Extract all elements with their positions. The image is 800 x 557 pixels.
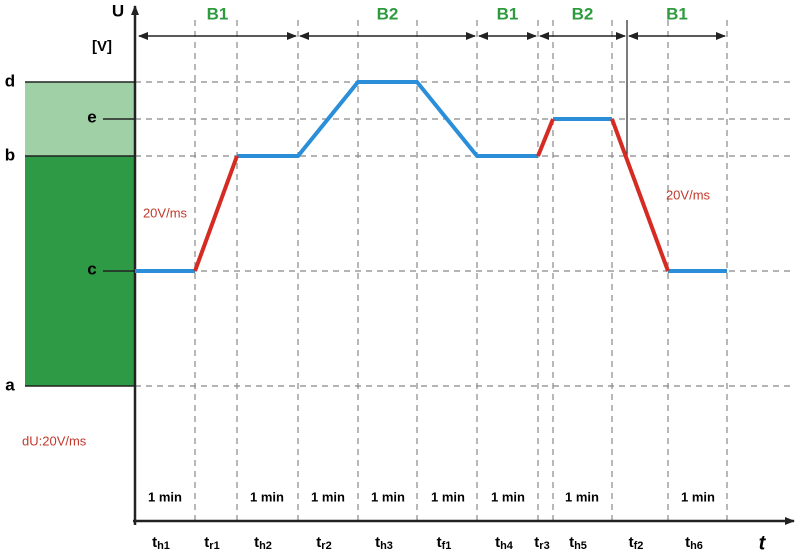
interval-sub: h5 xyxy=(574,540,587,552)
blue-segment xyxy=(237,80,538,158)
level-label: b xyxy=(5,145,15,164)
rate-label: 20V/ms xyxy=(666,187,711,202)
interval-sub: r1 xyxy=(209,540,219,552)
level-label: c xyxy=(87,259,96,278)
red-ramp xyxy=(193,155,239,272)
interval-main: t xyxy=(437,534,442,551)
level-label: d xyxy=(5,71,15,90)
interval-label: th5 xyxy=(569,534,587,552)
interval-main: t xyxy=(204,534,209,551)
duration-label: 1 min xyxy=(565,489,599,504)
duration-label: 1 min xyxy=(681,489,715,504)
level-label: e xyxy=(87,107,96,126)
duration-label: 1 min xyxy=(491,489,525,504)
interval-sub: f2 xyxy=(634,540,644,552)
duration-label: 1 min xyxy=(371,489,405,504)
rate-label: 20V/ms xyxy=(143,205,188,220)
interval-sub: f1 xyxy=(442,540,452,552)
interval-sub: h6 xyxy=(690,540,703,552)
interval-main: t xyxy=(495,534,500,551)
interval-main: t xyxy=(254,534,259,551)
y-unit: [V] xyxy=(92,38,112,55)
interval-sub: h3 xyxy=(380,540,393,552)
interval-label: tr1 xyxy=(204,534,219,552)
interval-main: t xyxy=(316,534,321,551)
red-ramp xyxy=(536,118,555,157)
interval-label: th3 xyxy=(375,534,393,552)
interval-label: th4 xyxy=(495,534,514,552)
y-label: U xyxy=(112,1,124,20)
interval-label: th1 xyxy=(152,534,170,552)
phase-label: B1 xyxy=(207,4,229,23)
phase-label: B2 xyxy=(572,4,594,23)
interval-label: tf1 xyxy=(437,534,452,552)
interval-label: th6 xyxy=(685,534,703,552)
red-ramp xyxy=(610,118,670,272)
interval-sub: h1 xyxy=(157,540,170,552)
duration-label: 1 min xyxy=(311,489,345,504)
interval-label: tf2 xyxy=(629,534,644,552)
interval-sub: r3 xyxy=(539,540,549,552)
interval-sub: h4 xyxy=(500,540,514,552)
interval-main: t xyxy=(629,534,634,551)
interval-main: t xyxy=(685,534,690,551)
interval-label: tr3 xyxy=(534,534,549,552)
phase-label: B2 xyxy=(377,4,399,23)
interval-main: t xyxy=(375,534,380,551)
interval-main: t xyxy=(152,534,157,551)
note: dU:20V/ms xyxy=(22,433,87,448)
level-label: a xyxy=(5,375,15,394)
interval-main: t xyxy=(569,534,574,551)
phase-label: B1 xyxy=(497,4,519,23)
interval-label: th2 xyxy=(254,534,272,552)
interval-sub: h2 xyxy=(259,540,272,552)
interval-label: tr2 xyxy=(316,534,331,552)
duration-label: 1 min xyxy=(148,489,182,504)
duration-label: 1 min xyxy=(250,489,284,504)
interval-main: t xyxy=(534,534,539,551)
phase-label: B1 xyxy=(666,4,688,23)
duration-label: 1 min xyxy=(431,489,465,504)
x-label: t xyxy=(759,532,767,554)
interval-sub: r2 xyxy=(321,540,331,552)
